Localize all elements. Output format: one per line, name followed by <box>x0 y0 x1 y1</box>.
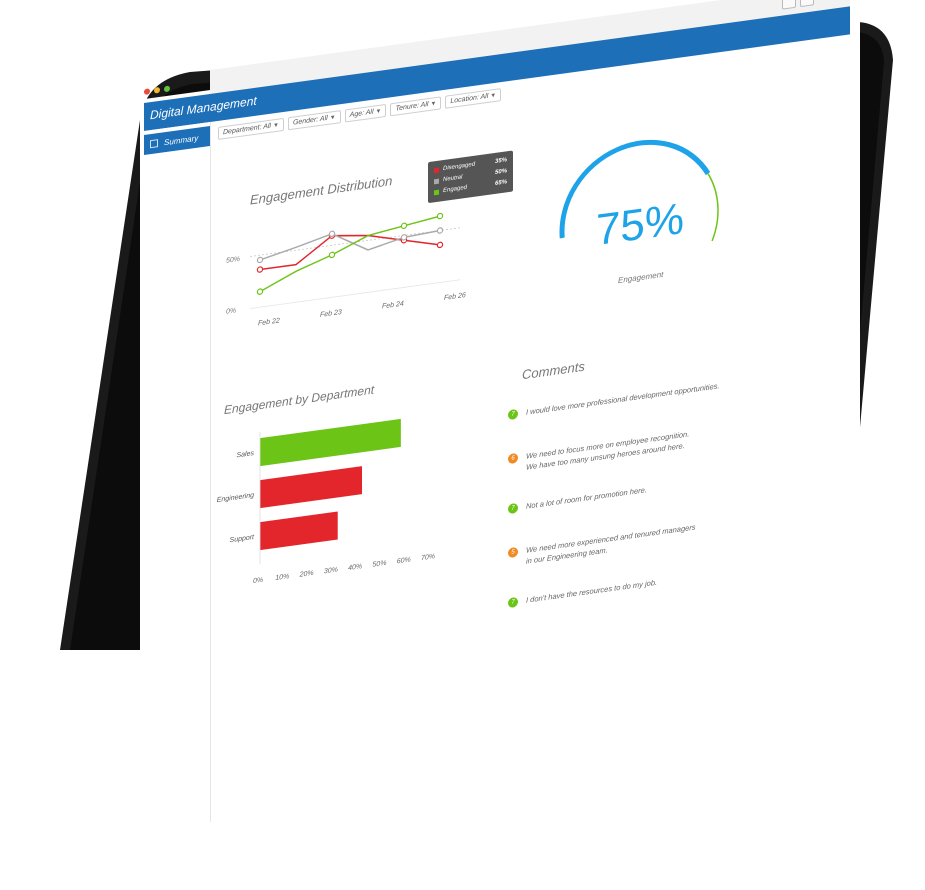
department-bar-chart: Sales Engineering Support 0% 10% 20% 30% 40% 50%… <box>217 418 435 585</box>
tooltip-name: Engaged <box>443 184 468 195</box>
chevron-down-icon: ▼ <box>430 100 437 108</box>
minimize-icon[interactable] <box>154 86 160 94</box>
category-label: Support <box>230 534 256 544</box>
bar <box>260 418 401 467</box>
bar <box>260 466 362 509</box>
sidebar-item-label: Summary <box>164 133 199 147</box>
data-point <box>328 230 336 237</box>
filter-label: Location: All <box>450 92 489 106</box>
data-point <box>328 251 336 259</box>
swatch-gray <box>434 178 439 185</box>
score-badge: 6 <box>508 452 518 465</box>
gauge-arc-main <box>559 139 711 239</box>
chevron-down-icon: ▼ <box>490 92 497 100</box>
y-tick-label: 50% <box>226 256 240 265</box>
x-tick-label: 0% <box>253 577 263 585</box>
data-point <box>400 222 408 230</box>
data-point <box>436 241 444 249</box>
x-tick-label: Feb 26 <box>444 292 466 302</box>
share-icon[interactable] <box>782 0 796 10</box>
score-badge: 7 <box>508 408 518 421</box>
x-tick-label: 30% <box>324 567 338 576</box>
x-tick-label: 50% <box>372 560 386 569</box>
series-line <box>259 229 441 261</box>
filter-label: Tenure: All <box>395 101 429 113</box>
x-tick-label: 60% <box>397 557 411 566</box>
x-tick-label: 70% <box>421 553 435 562</box>
x-tick-label: Feb 24 <box>382 300 404 310</box>
category-label: Sales <box>237 450 255 459</box>
sidebar-item-summary[interactable]: Summary <box>144 126 210 156</box>
chevron-down-icon: ▼ <box>329 114 336 122</box>
tabs-icon[interactable] <box>800 0 814 8</box>
data-point <box>436 212 444 220</box>
engagement-gauge: 75% <box>559 139 719 255</box>
score-badge: 7 <box>508 596 518 609</box>
maximize-icon[interactable] <box>164 85 170 93</box>
chevron-down-icon: ▼ <box>375 108 382 116</box>
score-badge: 5 <box>508 546 518 559</box>
y-tick-label: 0% <box>226 307 236 315</box>
bar <box>260 511 338 551</box>
data-point <box>256 288 264 295</box>
swatch-red <box>434 167 439 174</box>
x-axis-line <box>250 279 460 309</box>
x-tick-label: 20% <box>299 570 314 579</box>
x-tick-label: Feb 22 <box>258 317 280 327</box>
data-point <box>256 256 264 264</box>
close-icon[interactable] <box>144 88 150 96</box>
swatch-green <box>434 189 439 196</box>
category-label: Engineering <box>217 492 254 504</box>
gauge-arc-tail <box>707 173 719 242</box>
list-icon <box>150 139 158 149</box>
score-badge: 7 <box>508 502 518 515</box>
x-tick-label: 40% <box>348 563 362 572</box>
series-line <box>260 234 441 271</box>
engagement-line-chart: 0% 50% Feb 22 Feb 23 Feb 24 Feb 26 <box>226 212 466 327</box>
x-tick-label: Feb 23 <box>320 309 342 319</box>
screen: Digital Management Summary Department: A… <box>140 0 860 890</box>
series-line <box>259 215 441 293</box>
chevron-down-icon: ▼ <box>272 122 279 130</box>
data-point <box>256 266 264 273</box>
filter-label: Gender: All <box>292 114 328 127</box>
filter-label: Age: All <box>349 108 374 119</box>
gauge-value: 75% <box>596 194 684 255</box>
data-point <box>400 234 408 241</box>
data-point <box>436 227 444 234</box>
tooltip-value: 65% <box>495 179 508 187</box>
x-tick-label: 10% <box>275 573 289 582</box>
